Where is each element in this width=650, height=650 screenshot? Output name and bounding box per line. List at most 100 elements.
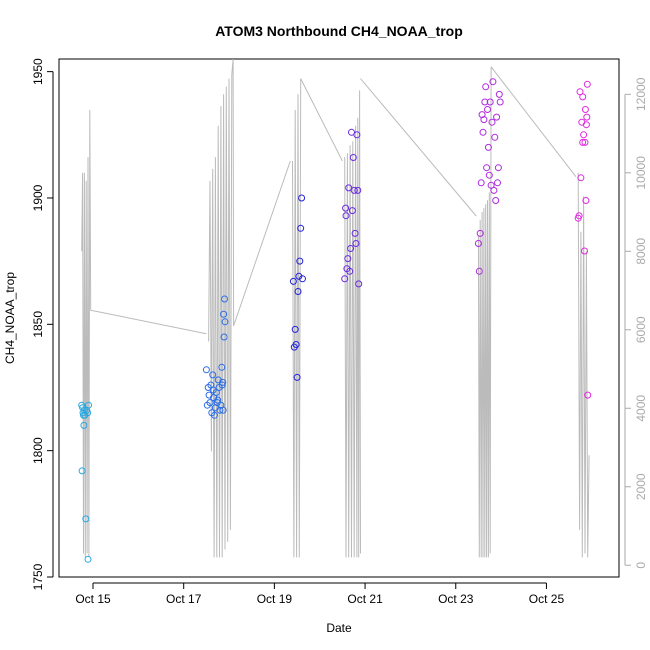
data-point-flight5 [489,78,497,86]
data-point-flight2 [218,381,226,389]
x-tick-label: Oct 19 [257,592,293,606]
x-axis-label: Date [326,621,352,635]
y2-tick-label: 0 [634,562,648,569]
data-point-flight5 [483,164,491,172]
data-point-flight6 [580,131,588,139]
y2-tick-label: 10000 [634,156,648,190]
data-point-flight4 [351,229,359,237]
y2-tick-label: 8000 [634,238,648,265]
data-point-flight4 [350,186,358,194]
data-point-flight5 [496,98,504,106]
data-point-flight5 [494,164,502,172]
data-point-flight5 [477,179,485,187]
data-point-flight2 [219,378,227,386]
y2-tick-label: 6000 [634,316,648,343]
altitude-line-flight2 [208,58,235,558]
data-point-flight5 [480,116,488,124]
x-tick-label: Oct 25 [529,592,565,606]
data-point-flight5 [488,118,496,126]
data-point-flight5 [479,128,487,136]
data-point-flight4 [341,275,349,283]
data-point-flight4 [354,186,362,194]
data-point-flight6 [579,93,587,101]
data-point-flight3 [289,277,297,285]
data-point-flight4 [344,255,352,263]
data-point-flight4 [349,154,357,161]
data-point-flight6 [577,174,585,182]
altitude-layer [81,58,590,558]
data-point-flight5 [485,171,493,179]
data-point-flight2 [220,333,228,341]
data-point-flight5 [493,113,501,121]
x-axis: Oct 15 Oct 17 Oct 19 Oct 21 Oct 23 Oct 25 [75,582,565,606]
data-point-flight6 [579,138,587,146]
altitude-transit-2 [233,160,291,326]
data-point-flight3 [294,288,302,295]
y-tick-label: 1900 [31,184,45,211]
data-point-flight4 [345,184,353,192]
data-point-flight6 [575,212,583,220]
plot-frame [58,58,620,578]
data-point-flight2 [202,366,210,374]
data-point-flight5 [484,106,491,113]
altitude-transit-1 [90,309,207,335]
data-point-flight5 [484,143,492,151]
data-point-flight5 [495,90,503,98]
y2-tick-label: 12000 [634,77,648,111]
data-point-flight1 [84,409,92,417]
altitude-line-flight5 [477,66,492,558]
data-point-flight5 [486,98,494,106]
data-point-flight6 [581,247,588,255]
data-point-flight6 [581,138,589,146]
y-axis: 1750 1800 1850 1900 1950 [31,58,54,590]
data-point-flight2 [214,396,222,404]
data-point-flight4 [347,245,355,252]
data-point-flight6 [583,113,591,121]
data-point-flight2 [220,310,228,318]
data-point-flight2 [211,411,218,419]
data-point-flight5 [494,179,501,187]
y2-axis: 0 2000 4000 6000 8000 10000 12000 [624,77,648,569]
data-point-flight5 [492,197,500,204]
data-point-flight3 [291,325,299,333]
data-point-flight5 [481,98,489,106]
data-point-flight1 [85,401,92,409]
data-point-flight2 [209,386,217,394]
data-point-flight5 [474,240,482,247]
data-point-flight6 [581,106,589,113]
altitude-line-flight3 [292,78,302,558]
data-point-flight4 [342,212,350,220]
points-layer [78,78,592,563]
data-point-flight5 [476,229,484,237]
data-point-flight6 [583,80,591,88]
data-point-flight5 [482,83,490,91]
y2-tick-label: 4000 [634,395,648,422]
data-point-flight1 [82,515,90,523]
data-point-flight4 [355,280,363,288]
data-point-flight3 [299,275,306,283]
data-point-flight5 [490,186,498,194]
data-point-flight1 [78,467,86,475]
altitude-transit-4 [360,78,477,217]
data-point-flight3 [297,224,305,232]
data-point-flight2 [209,371,217,379]
data-point-flight4 [353,131,361,139]
y2-tick-label: 2000 [634,473,648,500]
data-point-flight2 [218,363,226,371]
data-point-flight2 [206,399,214,407]
y-tick-label: 1950 [31,58,45,85]
altitude-line-flight4 [344,90,361,558]
data-point-flight2 [221,318,229,326]
data-point-flight5 [491,133,499,141]
altitude-transit-5 [490,66,577,178]
data-point-flight2 [219,406,227,414]
data-point-flight3 [296,257,304,265]
data-point-flight6 [582,197,590,204]
x-tick-label: Oct 15 [75,592,111,606]
data-point-flight1 [84,555,92,563]
data-point-flight4 [348,207,356,215]
data-point-flight1 [80,421,88,429]
x-tick-label: Oct 17 [166,592,202,606]
data-point-flight4 [342,204,350,212]
